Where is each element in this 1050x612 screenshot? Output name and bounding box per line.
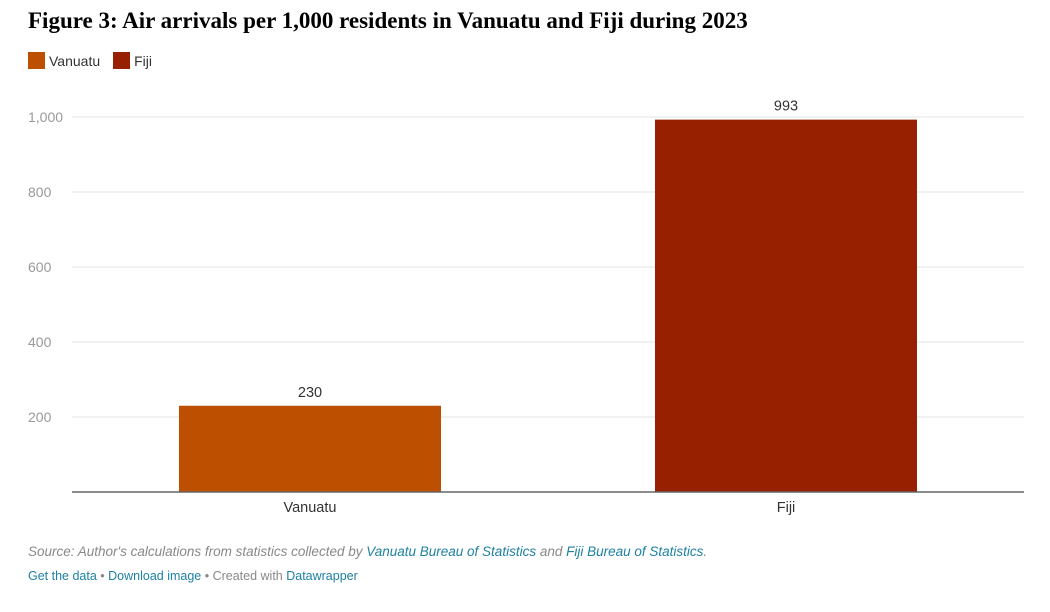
legend-item-vanuatu: Vanuatu [28, 52, 100, 69]
legend-item-fiji: Fiji [113, 52, 152, 69]
get-data-link[interactable]: Get the data [28, 569, 97, 583]
bar-fiji [655, 119, 917, 492]
y-tick-label: 600 [28, 259, 52, 275]
source-end: . [703, 544, 708, 559]
source-prefix: Source: Author's calculations from stati… [28, 544, 367, 559]
separator: • [96, 569, 109, 583]
y-tick-label: 800 [28, 184, 52, 200]
fiji-bureau-link[interactable]: Fiji Bureau of Statistics [566, 544, 704, 559]
legend: Vanuatu Fiji [28, 52, 165, 69]
legend-label-fiji: Fiji [134, 52, 153, 69]
chart-title: Figure 3: Air arrivals per 1,000 residen… [28, 8, 748, 33]
datawrapper-link[interactable]: Datawrapper [286, 569, 358, 583]
value-label: 230 [298, 385, 322, 401]
value-label: 993 [774, 99, 798, 115]
x-category-label: Vanuatu [284, 500, 337, 516]
y-tick-label: 200 [28, 409, 52, 425]
created-with-text: • Created with [201, 569, 287, 583]
bar-chart: 200 400 600 800 1,000 230 Vanuatu 993 Fiji [28, 99, 1024, 516]
source-note: Source: Author's calculations from stati… [28, 544, 707, 559]
bar-vanuatu [179, 405, 441, 492]
y-tick-label: 1,000 [28, 109, 63, 125]
x-category-label: Fiji [777, 500, 796, 516]
vanuatu-bureau-link[interactable]: Vanuatu Bureau of Statistics [366, 544, 537, 559]
source-and: and [536, 544, 567, 559]
legend-swatch-vanuatu [28, 52, 45, 69]
y-tick-label: 400 [28, 334, 52, 350]
legend-swatch-fiji [113, 52, 131, 69]
legend-label-vanuatu: Vanuatu [49, 52, 101, 69]
download-image-link[interactable]: Download image [108, 569, 202, 583]
footer-links: Get the data • Download image • Created … [28, 569, 358, 583]
